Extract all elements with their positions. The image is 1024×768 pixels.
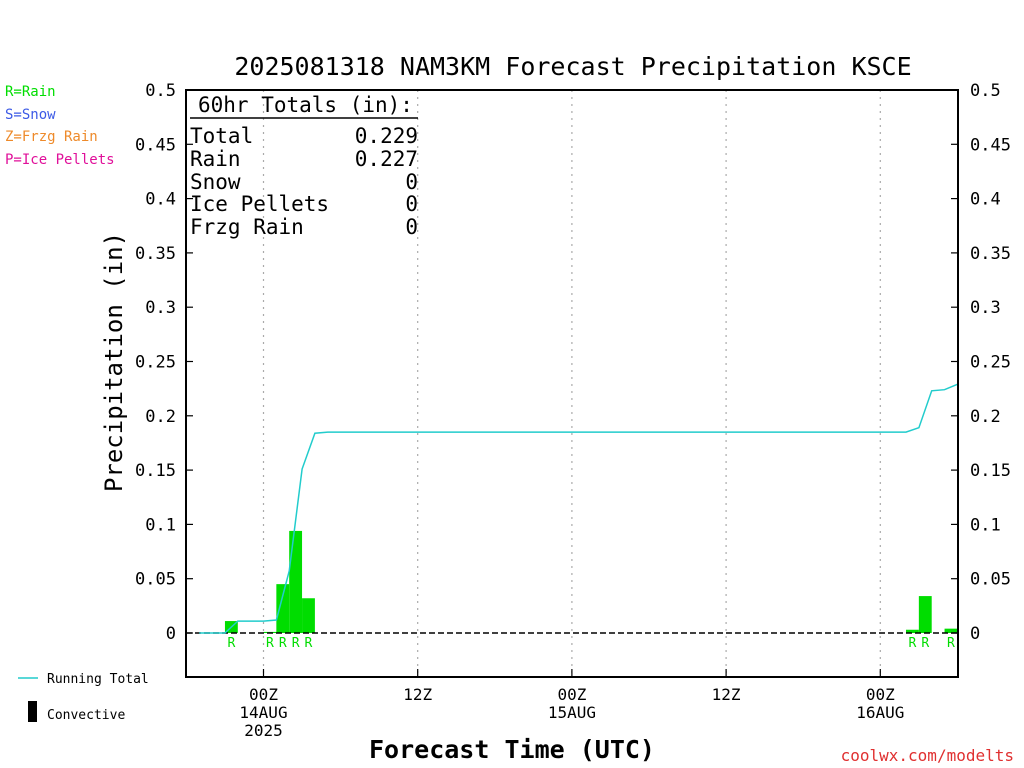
legend-ice-pellets: P=Ice Pellets <box>5 152 115 168</box>
bar-type-label: R <box>266 636 274 651</box>
y-tick-label-left: 0 <box>166 624 176 644</box>
x-tick-label: 15AUG <box>548 703 596 722</box>
totals-heading: 60hr Totals (in): <box>198 93 413 117</box>
totals-label-rain: Rain <box>190 147 241 171</box>
precip-bar <box>906 629 919 633</box>
legend-snow: S=Snow <box>5 107 56 123</box>
y-tick-label-left: 0.4 <box>145 190 176 210</box>
totals-value-snow: 0 <box>405 170 418 194</box>
y-tick-label-left: 0.15 <box>135 461 176 481</box>
y-axis-label: Precipitation (in) <box>100 232 128 492</box>
precip-bar <box>944 628 958 633</box>
x-tick-label: 2025 <box>244 721 283 740</box>
y-tick-label-right: 0.35 <box>970 244 1011 264</box>
totals-value-ice-pellets: 0 <box>405 192 418 216</box>
grid-lines <box>262 90 881 677</box>
totals-label-total: Total <box>190 124 253 148</box>
bar-series <box>224 530 958 633</box>
totals-label-ice-pellets: Ice Pellets <box>190 192 329 216</box>
x-axis-label: Forecast Time (UTC) <box>369 735 655 764</box>
y-tick-label-right: 0.45 <box>970 135 1011 155</box>
y-tick-label-right: 0.3 <box>970 298 1001 318</box>
y-tick-label-left: 0.25 <box>135 353 176 373</box>
x-tick-label: 12Z <box>403 685 432 704</box>
totals-value-frzg-rain: 0 <box>405 215 418 239</box>
precip-bar <box>918 596 932 633</box>
bar-type-label: R <box>292 636 300 651</box>
legend-convective: Convective <box>47 708 125 723</box>
totals-value-total: 0.229 <box>355 124 418 148</box>
y-tick-label-right: 0.25 <box>970 353 1011 373</box>
bar-type-label: R <box>947 636 955 651</box>
x-tick-label: 00Z <box>249 685 278 704</box>
x-tick-label: 00Z <box>866 685 895 704</box>
y-tick-label-left: 0.3 <box>145 298 176 318</box>
x-tick-label: 14AUG <box>239 703 287 722</box>
bar-type-label: R <box>305 636 313 651</box>
precip-bar <box>302 598 315 633</box>
y-tick-label-left: 0.1 <box>145 515 176 535</box>
bar-type-label: R <box>921 636 929 651</box>
bar-type-label: R <box>227 636 235 651</box>
y-tick-label-left: 0.45 <box>135 135 176 155</box>
y-tick-label-right: 0.05 <box>970 570 1011 590</box>
y-tick-label-left: 0.5 <box>145 81 176 101</box>
precip-bar <box>289 530 303 633</box>
x-tick-label: 00Z <box>557 685 586 704</box>
legend-rain: R=Rain <box>5 84 56 100</box>
y-tick-label-right: 0.15 <box>970 461 1011 481</box>
bar-type-label: R <box>279 636 287 651</box>
precip-bar <box>276 584 290 633</box>
totals-label-snow: Snow <box>190 170 241 194</box>
legend-frzg-rain: Z=Frzg Rain <box>5 129 98 145</box>
totals-box: 60hr Totals (in): Total 0.229 Rain 0.227… <box>190 93 418 239</box>
totals-value-rain: 0.227 <box>355 147 418 171</box>
y-tick-label-right: 0 <box>970 624 980 644</box>
y-tick-label-right: 0.5 <box>970 81 1001 101</box>
legend-convective-swatch <box>28 701 37 722</box>
totals-label-frzg-rain: Frzg Rain <box>190 215 304 239</box>
y-tick-label-left: 0.35 <box>135 244 176 264</box>
y-tick-label-left: 0.05 <box>135 570 176 590</box>
chart-title: 2025081318 NAM3KM Forecast Precipitation… <box>234 52 911 81</box>
x-tick-label: 12Z <box>712 685 741 704</box>
bar-type-label: R <box>909 636 917 651</box>
y-tick-label-right: 0.2 <box>970 407 1001 427</box>
footer-site: coolwx.com/modelts <box>841 746 1014 765</box>
y-axis-ticks: 0 00.05 0.050.1 0.10.15 0.150.2 0.20.25 0.250.… <box>135 81 1011 644</box>
y-tick-label-right: 0.4 <box>970 190 1001 210</box>
running-total-line <box>199 383 958 634</box>
x-tick-label: 16AUG <box>856 703 904 722</box>
y-tick-label-right: 0.1 <box>970 515 1001 535</box>
legend-running-total: Running Total <box>47 672 149 687</box>
y-tick-label-left: 0.2 <box>145 407 176 427</box>
